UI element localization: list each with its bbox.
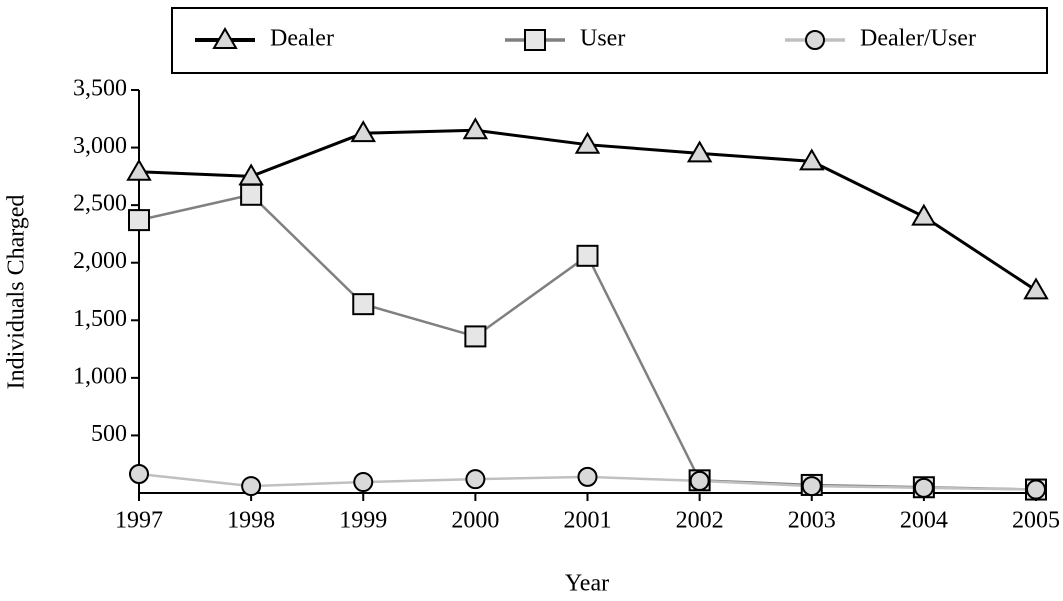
data-point [129,464,149,485]
data-point [465,469,486,490]
data-point [686,140,713,163]
legend-box [171,7,1048,74]
data-point [689,470,710,491]
data-point [464,325,487,348]
data-point [462,117,489,140]
data-point [350,120,376,143]
x-axis-label: Year [565,571,609,597]
y-tick-label: 500 [91,421,127,447]
legend-marker [212,27,238,49]
legend-label: Dealer [270,26,334,52]
data-point [801,476,822,497]
series-line [138,193,1037,491]
data-point [576,244,599,267]
x-tick-label: 1998 [227,508,275,534]
x-tick-label: 2001 [564,508,612,534]
data-point [799,148,825,171]
data-point [126,158,152,181]
x-tick-label: 2003 [788,508,836,534]
data-point [911,203,937,226]
legend-marker [805,30,825,50]
y-tick-label: 1,000 [73,363,127,389]
x-tick-label: 1997 [115,508,163,534]
y-tick-label: 3,000 [73,133,127,159]
y-tick-label: 2,500 [73,191,127,217]
y-tick-label: 1,500 [73,306,127,332]
data-point [574,131,601,154]
data-point [240,183,263,206]
x-tick-label: 2002 [676,508,724,534]
y-tick-label: 2,000 [73,248,127,274]
x-tick-label: 1999 [339,508,387,534]
legend-marker [524,29,546,51]
legend-label: User [580,26,625,52]
data-point [128,209,150,232]
data-point [241,476,262,497]
y-axis-label: Individuals Charged [4,195,30,390]
legend-label: Dealer/User [860,26,976,52]
x-tick-label: 2000 [451,508,499,534]
data-point [1026,479,1046,500]
data-point [577,466,598,487]
data-point [913,477,934,498]
y-tick-label: 3,500 [73,76,127,102]
data-point [1023,277,1049,300]
x-tick-label: 2004 [900,508,948,534]
x-tick-label: 2005 [1012,508,1060,534]
data-point [352,293,375,316]
data-point [353,472,374,493]
